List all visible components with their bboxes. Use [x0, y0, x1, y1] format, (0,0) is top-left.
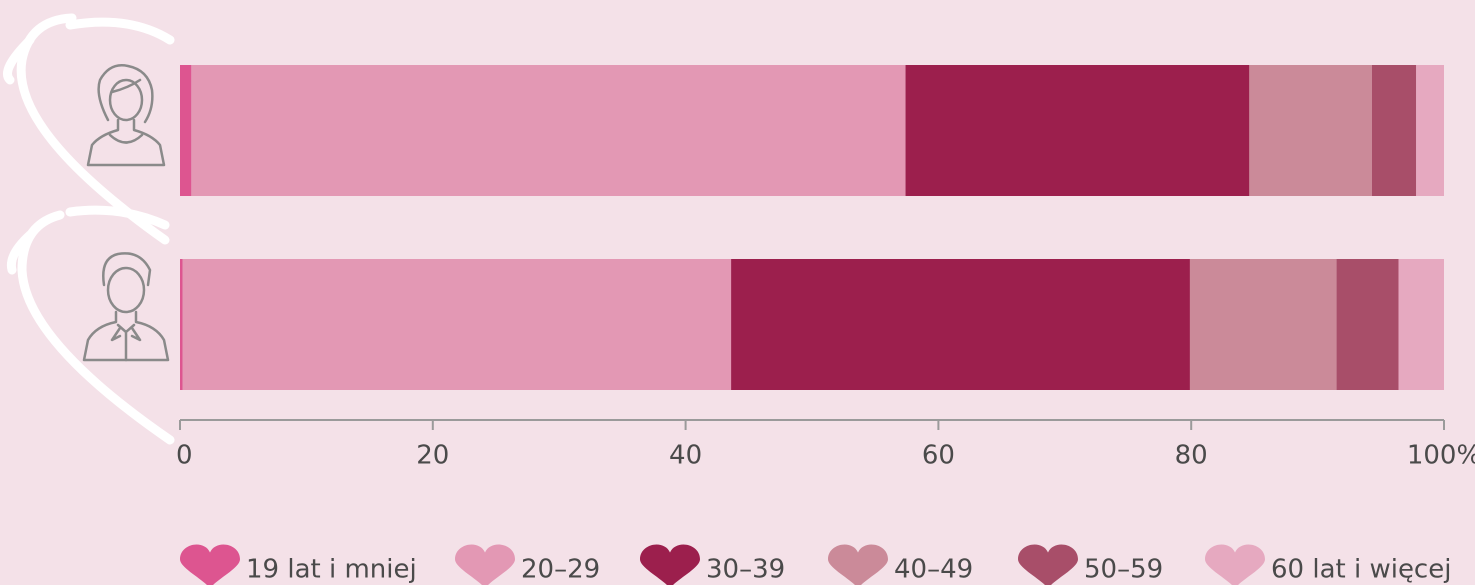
legend-swatch	[640, 545, 700, 585]
chart: 0 20 40 60 80 100% 19 lat i mniej 20–29 30–39 40–…	[0, 0, 1475, 585]
x-tick-label: 40	[669, 441, 702, 471]
man-icon	[84, 253, 168, 360]
legend-swatch	[180, 545, 240, 585]
bar-segment	[731, 259, 1190, 390]
bar-segment	[180, 65, 191, 196]
x-tick-label: 80	[1175, 441, 1208, 471]
bar-segment	[1398, 259, 1444, 390]
bar-segment	[1249, 65, 1372, 196]
legend-label: 60 lat i więcej	[1271, 555, 1451, 585]
bar-segment	[906, 65, 1250, 196]
legend-label: 30–39	[706, 555, 785, 585]
legend-swatch	[455, 545, 515, 585]
legend-swatch	[1205, 545, 1265, 585]
decoration-heart	[8, 18, 171, 440]
legend-label: 20–29	[521, 555, 600, 585]
bar-segment	[191, 65, 905, 196]
bar-segment	[1372, 65, 1416, 196]
x-tick-label: 60	[922, 441, 955, 471]
bar-segment	[180, 259, 183, 390]
legend-swatch	[1018, 545, 1078, 585]
legend-label: 50–59	[1084, 555, 1163, 585]
x-tick-label: 20	[416, 441, 449, 471]
page: {"chart_data": {"type": "stacked-barh", …	[0, 0, 1475, 585]
x-tick-label: 100%	[1407, 441, 1475, 471]
bar-segment	[1190, 259, 1337, 390]
x-tick-label: 0	[176, 441, 193, 471]
bar-segment	[1416, 65, 1444, 196]
legend-label: 19 lat i mniej	[246, 555, 417, 585]
legend-swatch	[828, 545, 888, 585]
legend-label: 40–49	[894, 555, 973, 585]
bar-segment	[1337, 259, 1399, 390]
woman-icon	[88, 65, 164, 165]
bar-segment	[183, 259, 732, 390]
